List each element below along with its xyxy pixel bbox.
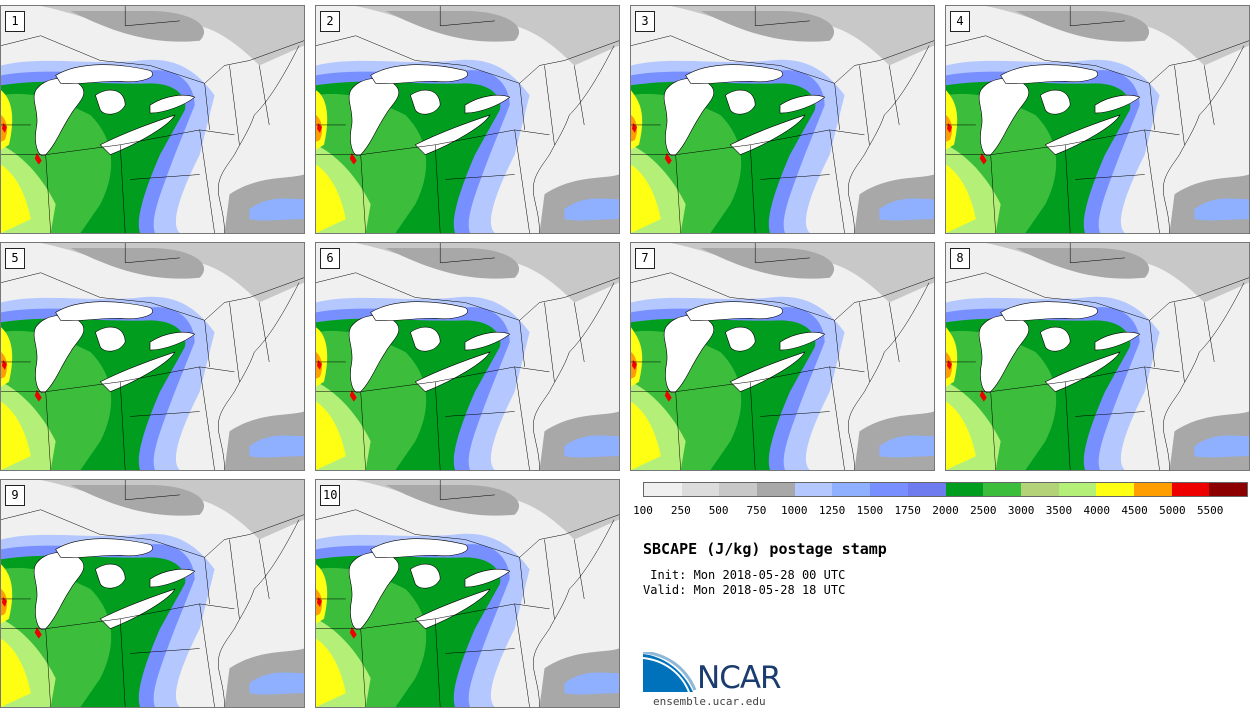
colorbar-segment xyxy=(1171,483,1210,496)
colorbar-ticks: 100 250 500 750 1000 1250 1500 1750 2000 2500 3000… xyxy=(633,504,1260,518)
member-number-label: 8 xyxy=(950,248,970,269)
colorbar-segment xyxy=(1133,483,1172,496)
colorbar-tick-label: 3000 xyxy=(1007,504,1035,517)
colorbar-tick-label: 4000 xyxy=(1083,504,1111,517)
ensemble-member-panel: 10 xyxy=(315,479,620,708)
colorbar-segment xyxy=(1096,483,1134,496)
colorbar-tick-label: 1750 xyxy=(894,504,921,517)
colorbar-tick-label: 1000 xyxy=(781,504,808,517)
ensemble-member-panel: 8 xyxy=(945,242,1250,471)
website-url: ensemble.ucar.edu xyxy=(653,695,766,708)
member-number-label: 3 xyxy=(635,11,655,32)
colorbar-segment xyxy=(719,483,758,496)
colorbar xyxy=(643,482,1248,497)
ncar-logo-text: NCAR xyxy=(697,660,782,696)
member-number-label: 9 xyxy=(5,485,25,506)
map-title: SBCAPE (J/kg) postage stamp xyxy=(643,540,887,558)
ensemble-member-panel: 5 xyxy=(0,242,305,471)
colorbar-tick-label: 100 xyxy=(633,504,653,517)
colorbar-segment xyxy=(983,483,1021,496)
valid-time: Valid: Mon 2018-05-28 18 UTC xyxy=(643,583,846,597)
colorbar-segment xyxy=(794,483,833,496)
colorbar-tick-label: 500 xyxy=(708,504,729,517)
init-time: Init: Mon 2018-05-28 00 UTC xyxy=(643,568,846,582)
colorbar-segment xyxy=(907,483,946,496)
member-number-label: 6 xyxy=(320,248,340,269)
ncar-logo-icon xyxy=(643,652,697,693)
colorbar-tick-label: 3500 xyxy=(1045,504,1073,517)
colorbar-tick-label: 5500 xyxy=(1196,504,1224,517)
colorbar-segment xyxy=(681,483,720,496)
colorbar-segment xyxy=(832,483,871,496)
ensemble-member-panel: 4 xyxy=(945,5,1250,234)
colorbar-tick-label: 2500 xyxy=(970,504,997,517)
colorbar-segment xyxy=(1058,483,1097,496)
colorbar-tick-label: 4500 xyxy=(1121,504,1148,517)
member-number-label: 4 xyxy=(950,11,970,32)
ensemble-member-panel: 2 xyxy=(315,5,620,234)
colorbar-tick-label: 1500 xyxy=(856,504,884,517)
colorbar-segment xyxy=(644,483,682,496)
colorbar-tick-label: 750 xyxy=(746,504,767,517)
colorbar-tick-label: 250 xyxy=(670,504,691,517)
colorbar-segment xyxy=(1020,483,1059,496)
colorbar-tick-label: 2000 xyxy=(932,504,959,517)
member-number-label: 10 xyxy=(320,485,341,506)
member-number-label: 2 xyxy=(320,11,340,32)
member-number-label: 5 xyxy=(5,248,25,269)
colorbar-segment xyxy=(757,483,795,496)
ensemble-member-panel: 9 xyxy=(0,479,305,708)
ensemble-member-panel: 7 xyxy=(630,242,935,471)
ensemble-member-panel: 6 xyxy=(315,242,620,471)
colorbar-tick-label: 1250 xyxy=(818,504,846,517)
colorbar-segment xyxy=(1209,483,1247,496)
colorbar-segment xyxy=(870,483,908,496)
member-number-label: 7 xyxy=(635,248,655,269)
ensemble-member-panel: 1 xyxy=(0,5,305,234)
colorbar-segment xyxy=(945,483,984,496)
colorbar-tick-label: 5000 xyxy=(1159,504,1186,517)
member-number-label: 1 xyxy=(5,11,25,32)
ensemble-member-panel: 3 xyxy=(630,5,935,234)
